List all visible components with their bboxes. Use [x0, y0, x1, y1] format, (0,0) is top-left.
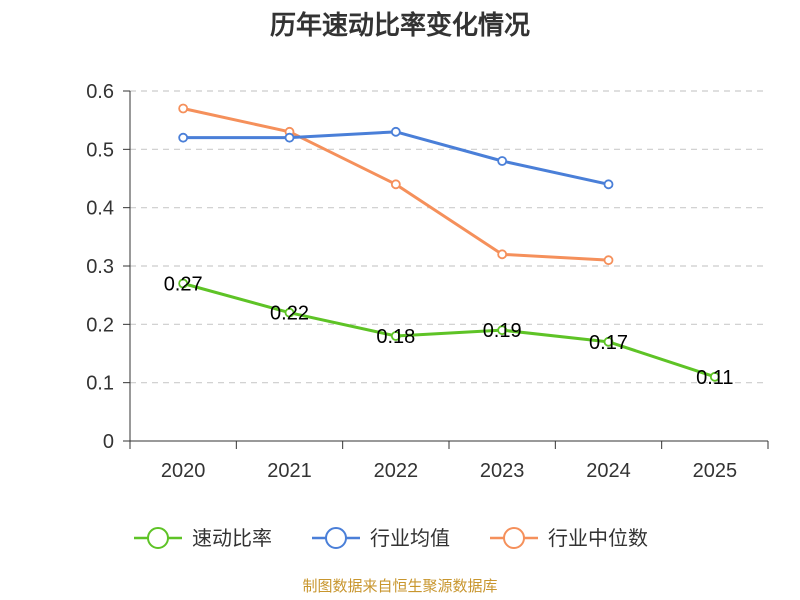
legend-label: 速动比率 — [192, 526, 272, 550]
y-tick-label: 0.2 — [86, 314, 114, 336]
data-label: 0.19 — [483, 320, 522, 342]
x-tick-label: 2022 — [374, 460, 419, 482]
legend: 速动比率 行业均值 行业中位数 — [134, 526, 648, 550]
data-point — [390, 126, 401, 137]
grid-lines — [130, 90, 768, 384]
data-point — [603, 255, 614, 266]
data-label: 0.17 — [589, 332, 628, 354]
legend-marker — [503, 527, 525, 549]
data-point — [390, 331, 401, 341]
data-point — [497, 156, 508, 166]
series-line-1 — [181, 130, 610, 186]
x-tick-label: 2021 — [267, 460, 312, 482]
data-point — [284, 307, 295, 318]
data-point — [178, 132, 189, 143]
data-label: 0.22 — [270, 303, 309, 325]
x-tick-label: 2024 — [586, 460, 631, 482]
source-note: 制图数据来自恒生聚源数据库 — [302, 577, 497, 595]
legend-label: 行业均值 — [370, 526, 450, 550]
y-tick-label: 0.1 — [86, 373, 114, 395]
data-point — [390, 179, 401, 190]
data-label: 0.18 — [376, 326, 415, 348]
data-point — [178, 103, 189, 114]
data-point — [284, 132, 295, 143]
data-point — [709, 371, 720, 382]
data-label: 0.11 — [696, 367, 733, 389]
data-point — [497, 325, 508, 336]
data-label: 0.27 — [164, 274, 203, 296]
data-labels: 0.27 0.22 0.18 0.19 0.17 0.11 — [164, 274, 734, 389]
chart-title: 历年速动比率变化情况 — [270, 10, 530, 41]
x-tick-label: 2023 — [480, 460, 525, 482]
y-tick-label: 0.5 — [86, 139, 114, 161]
data-point — [497, 249, 508, 260]
y-tick-label: 0.6 — [86, 81, 114, 103]
data-point — [603, 336, 614, 347]
data-point — [178, 278, 189, 289]
y-tick-label: 0.3 — [86, 256, 114, 278]
legend-label: 行业中位数 — [548, 526, 648, 550]
data-point — [603, 179, 614, 190]
x-tick-label: 2020 — [161, 460, 206, 482]
series-line-0 — [181, 282, 717, 379]
legend-marker — [325, 527, 347, 549]
y-tick-label: 0.4 — [86, 198, 114, 220]
y-tick-label: 0 — [103, 431, 114, 453]
x-tick-label: 2025 — [693, 460, 738, 482]
axes: 0 0.1 0.2 0.3 0.4 0.5 0.6 2020 2021 2022 2023 2024 2… — [86, 81, 769, 482]
legend-marker — [147, 527, 169, 549]
series-layer — [178, 103, 720, 382]
